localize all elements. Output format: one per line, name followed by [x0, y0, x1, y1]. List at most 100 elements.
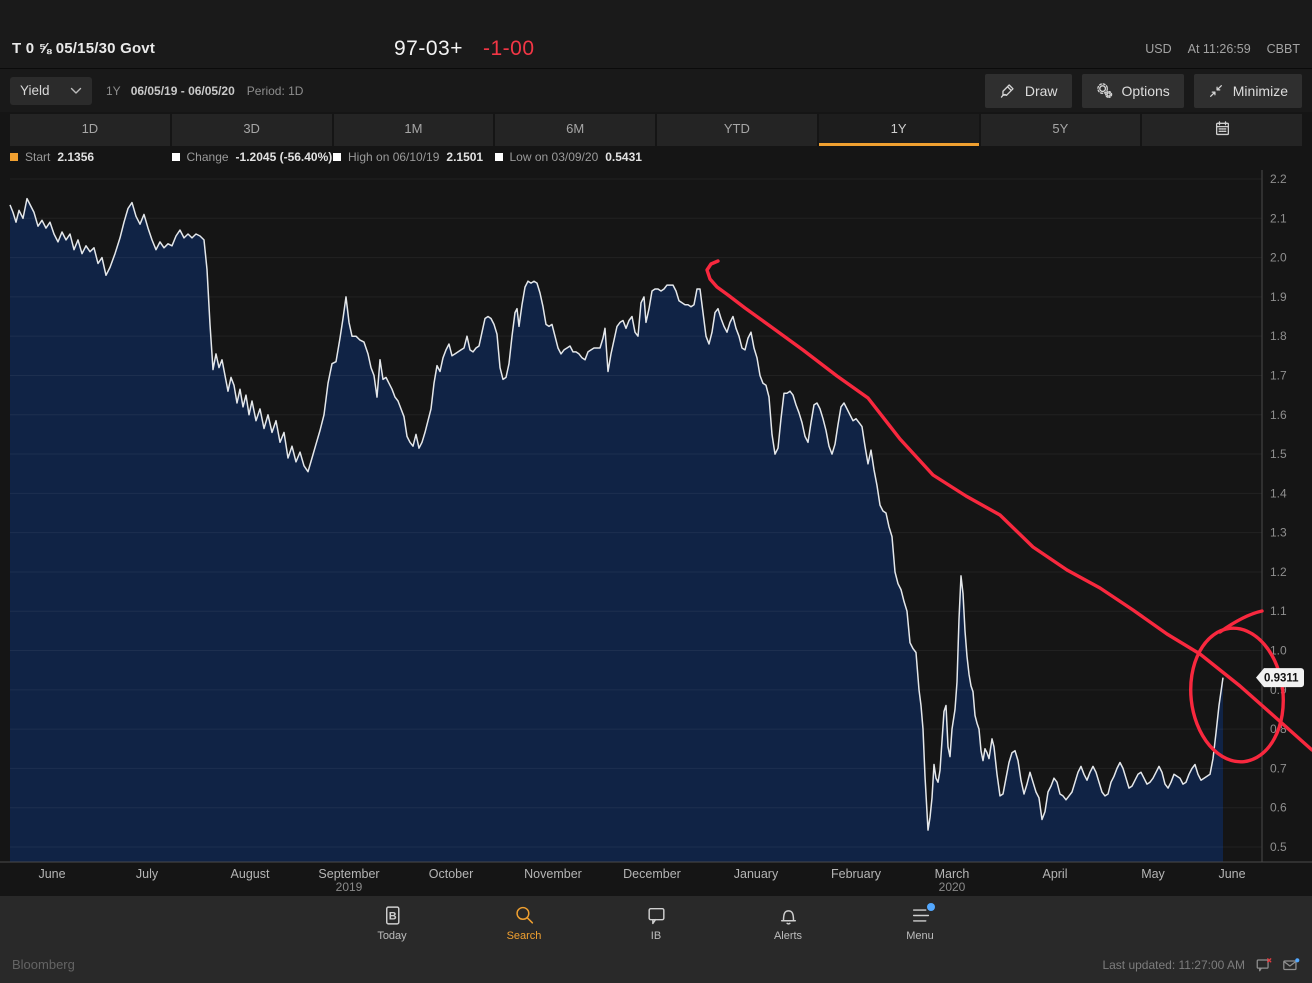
legend-value: -1.2045 (-56.40%) [235, 150, 333, 164]
y-axis-label: 0.7 [1270, 761, 1287, 775]
range-label: 1Y [106, 83, 121, 98]
y-axis-label: 1.1 [1270, 604, 1287, 618]
x-axis-label: June [1218, 867, 1245, 881]
bloomberg-b-icon: B [385, 906, 400, 925]
chevron-down-icon [70, 87, 82, 94]
tab-custom-date[interactable] [1142, 114, 1302, 146]
instrument-title: T 0 ⅝ 05/15/30 Govt [12, 40, 156, 57]
chat-alert-button[interactable] [1255, 956, 1273, 974]
annotation-circle[interactable] [1184, 624, 1290, 767]
yield-line [9, 197, 1224, 831]
chat-alert-icon [1256, 957, 1272, 971]
draw-button[interactable]: Draw [984, 73, 1072, 108]
tab-label: 3D [243, 121, 260, 136]
bell-icon [780, 910, 796, 925]
y-axis-label: 1.6 [1270, 408, 1287, 422]
minimize-icon [1208, 83, 1224, 99]
chart-toolbar: Yield 1Y 06/05/19 - 06/05/20 Period: 1D … [0, 68, 1312, 112]
mail-alert-button[interactable] [1282, 956, 1300, 974]
legend-swatch [171, 153, 180, 161]
nav-item-menu[interactable]: Menu [854, 901, 986, 942]
pencil-icon [999, 82, 1016, 99]
y-axis-label: 0.6 [1270, 801, 1287, 815]
y-axis-label: 1.3 [1270, 526, 1287, 540]
mail-alert-icon [1283, 957, 1300, 970]
notification-dot [927, 902, 935, 911]
last-updated-label: Last updated: 11:27:00 AM [1102, 957, 1245, 972]
date-range-label: 06/05/19 - 06/05/20 [130, 83, 235, 98]
tab-label: 5Y [1052, 121, 1069, 136]
x-axis-label: December [623, 867, 681, 881]
nav-icon-wrap [776, 904, 800, 928]
tab-label: YTD [723, 121, 750, 136]
y-axis-label: 1.5 [1270, 447, 1287, 461]
nav-item-ib[interactable]: IB [590, 901, 722, 942]
y-axis-label: 1.2 [1270, 565, 1287, 579]
bloomberg-logo: Bloomberg [12, 957, 75, 972]
annotation-circle-tail [1218, 609, 1264, 634]
y-axis-label: 1.9 [1270, 290, 1287, 304]
tab-label: 1M [404, 121, 423, 136]
x-axis-label: August [231, 867, 270, 881]
tab-1y[interactable]: 1Y [818, 114, 979, 146]
tab-label: 1Y [890, 121, 907, 136]
x-axis-label: July [136, 867, 159, 881]
tab-6m[interactable]: 6M [495, 114, 655, 146]
annotation-trend-line[interactable] [705, 259, 1312, 752]
last-value-label: 0.9311 [1264, 673, 1299, 685]
tab-3d[interactable]: 3D [171, 114, 332, 146]
nav-item-label: Search [506, 929, 542, 942]
x-axis-label: March [935, 867, 970, 881]
tab-5y[interactable]: 5Y [980, 114, 1141, 146]
calendar-icon [1215, 121, 1229, 136]
x-axis-label: May [1141, 867, 1165, 881]
legend-label: Low on 03/09/20 [509, 150, 599, 164]
search-icon [515, 906, 533, 924]
last-value-tag [1256, 668, 1304, 688]
y-axis-label: 2.0 [1270, 251, 1287, 265]
status-right: Last updated: 11:27:00 AM [1102, 956, 1300, 974]
legend-item-change: Change -1.2045 (-56.40%) [171, 150, 334, 164]
x-axis-label: January [734, 867, 779, 881]
tab-1m[interactable]: 1M [333, 114, 494, 146]
nav-icon-wrap [908, 902, 935, 928]
nav-item-today[interactable]: B Today [326, 901, 458, 942]
yield-area-fill [10, 198, 1223, 863]
options-button[interactable]: Options [1081, 73, 1184, 108]
x-axis-label: February [831, 867, 882, 881]
legend-swatch [10, 153, 18, 161]
chart-area: 0.5 0.6 0.7 0.8 0.9 1.0 1.1 1.2 1.3 1.4 1.5 1.6 1.7 1… [0, 168, 1312, 896]
legend-label: Start [25, 150, 51, 164]
nav-icon-wrap [512, 904, 536, 928]
status-bar: Bloomberg Last updated: 11:27:00 AM [0, 946, 1312, 983]
y-axis-label: 2.1 [1270, 211, 1287, 225]
tab-label: 1D [81, 121, 99, 136]
nav-icon-wrap: B [380, 904, 404, 928]
nav-item-label: IB [650, 929, 662, 942]
gears-icon [1096, 83, 1112, 99]
price-change: -1-00 [482, 37, 535, 60]
tab-ytd[interactable]: YTD [657, 114, 817, 146]
yield-chart[interactable]: 0.50.60.70.80.91.01.11.21.31.41.51.61.71… [0, 168, 1312, 896]
field-selector-value: Yield [20, 83, 50, 98]
legend-value: 0.5431 [605, 150, 642, 164]
x-axis-label: October [429, 867, 473, 881]
legend-item-low: Low on 03/09/20 0.5431 [494, 150, 657, 164]
x-axis-label: September [318, 867, 379, 881]
minimize-button-label: Minimize [1232, 82, 1288, 99]
nav-item-search[interactable]: Search [458, 901, 590, 942]
svg-text:B: B [388, 911, 396, 923]
y-axis-label: 1.7 [1270, 368, 1287, 382]
chat-bubble-icon [647, 907, 665, 925]
quote-time: At 11:26:59 [1187, 42, 1251, 56]
y-axis-label: 1.4 [1270, 486, 1287, 500]
title-bar: T 0 ⅝ 05/15/30 Govt 97-03+ -1-00 USD At … [0, 0, 1312, 68]
nav-item-alerts[interactable]: Alerts [722, 901, 854, 942]
field-selector-dropdown[interactable]: Yield [10, 76, 92, 105]
minimize-button[interactable]: Minimize [1193, 73, 1302, 108]
legend-swatch [494, 153, 503, 161]
y-axis-label: 0.5 [1270, 840, 1287, 854]
minimize-icon [1209, 84, 1222, 97]
tab-1d[interactable]: 1D [10, 114, 170, 146]
